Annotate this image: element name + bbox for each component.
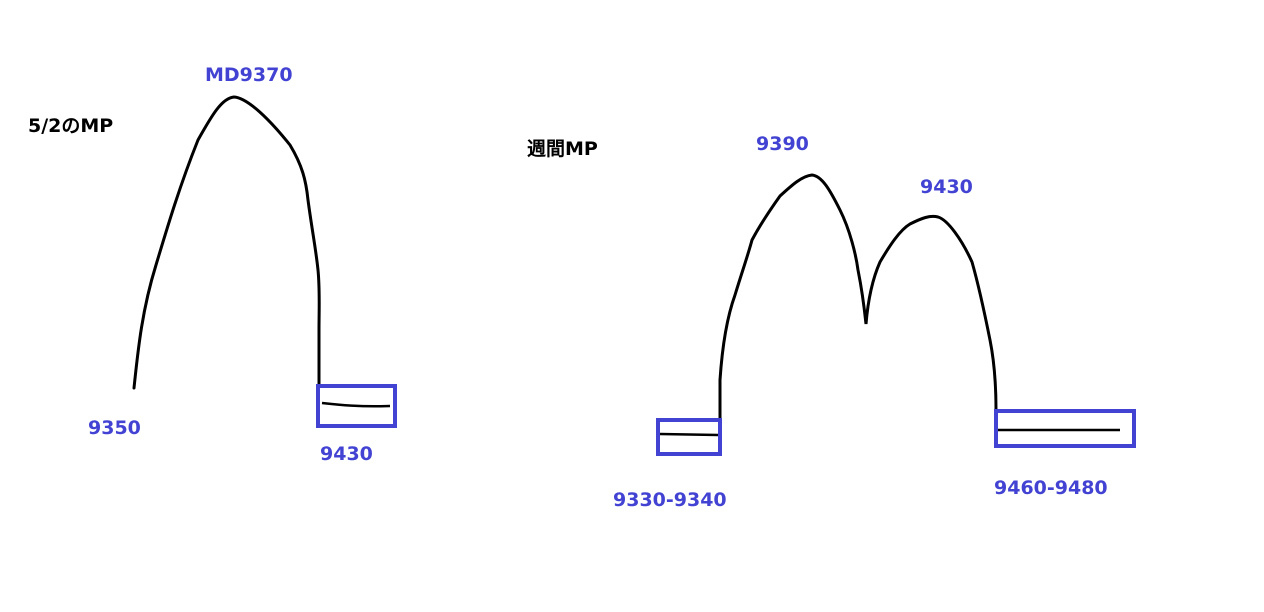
right-diagram-title: 週間MP — [527, 138, 598, 160]
right-start-label: 9330-9340 — [613, 489, 727, 511]
right-start-box — [656, 418, 722, 456]
right-end-box — [994, 409, 1136, 448]
left-profile-curve — [132, 95, 321, 390]
left-end-line — [321, 401, 391, 408]
right-end-label: 9460-9480 — [994, 477, 1108, 499]
right-profile-curve — [718, 173, 998, 422]
left-diagram-title: 5/2のMP — [28, 115, 114, 137]
right-peak2-label: 9430 — [920, 176, 973, 198]
right-peak1-label: 9390 — [756, 133, 809, 155]
left-end-box — [316, 384, 397, 428]
left-peak-label: MD9370 — [205, 64, 293, 86]
right-start-line — [659, 432, 719, 437]
left-start-label: 9350 — [88, 417, 141, 439]
left-end-label: 9430 — [320, 443, 373, 465]
